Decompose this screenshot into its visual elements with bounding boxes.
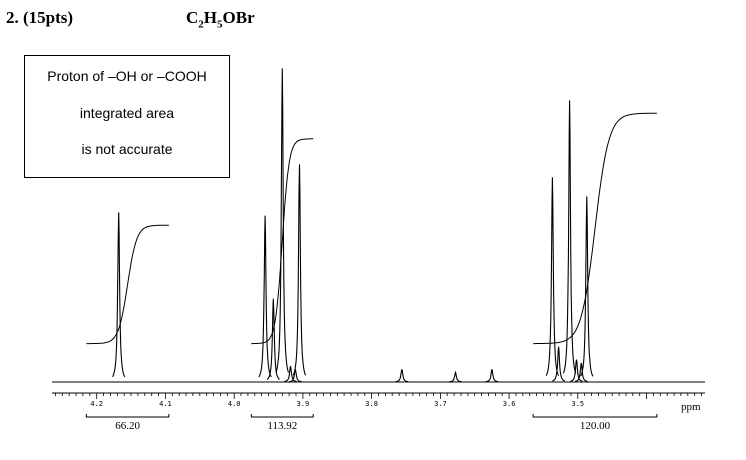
integral-curve-1	[86, 224, 169, 345]
spectrum-peaks	[112, 68, 594, 383]
integral-value-1: 66.20	[115, 420, 140, 432]
integral-curve-2	[251, 138, 314, 345]
molecular-formula: C2H5OBr	[186, 8, 255, 30]
x-tick-label: 3.7	[434, 400, 447, 408]
integral-bracket-2	[250, 414, 314, 418]
x-axis-unit-label: ppm	[681, 401, 701, 413]
note-box: Proton of –OH or –COOH integrated area i…	[24, 55, 230, 178]
spectrum-peak-12	[552, 346, 565, 382]
note-line-1: Proton of –OH or –COOH	[47, 68, 207, 84]
spectrum-peak-1	[112, 212, 126, 378]
formula-hydrogen: H	[203, 8, 218, 27]
spectrum-peak-15	[574, 362, 588, 382]
spectrum-peak-3	[266, 298, 280, 380]
integral-value-3: 120.00	[580, 420, 611, 432]
integral-value-2: 113.92	[267, 420, 297, 432]
integral-curves	[86, 112, 657, 345]
spectrum-peak-13	[562, 100, 577, 374]
integral-bracket-3	[532, 414, 658, 418]
formula-carbon-count: 2	[198, 18, 204, 31]
integral-brackets: 66.20 113.92 120.00	[85, 414, 658, 432]
spectrum-peak-16	[580, 196, 594, 377]
x-tick-label: 4.1	[159, 400, 172, 408]
x-tick-label: 3.9	[297, 400, 310, 408]
x-tick-label: 4.0	[228, 400, 241, 408]
spectrum-peak-8	[395, 369, 409, 383]
x-tick-label: 3.5	[571, 400, 584, 408]
spectrum-peak-9	[449, 370, 462, 383]
x-tick-label: 4.2	[90, 400, 103, 408]
integral-curve-3	[533, 112, 657, 345]
note-line-3: is not accurate	[81, 141, 173, 157]
spectrum-peak-14	[570, 359, 583, 382]
spectrum-peak-7	[292, 164, 307, 376]
spectrum-peak-5	[284, 365, 297, 383]
spectrum-peak-4	[275, 68, 290, 373]
spectrum-peak-2	[258, 215, 272, 378]
formula-carbon: C	[186, 8, 199, 27]
question-number: 2. (15pts)	[6, 8, 74, 27]
spectrum-peak-10	[485, 369, 499, 383]
formula-hydrogen-count: 5	[217, 18, 223, 31]
integral-bracket-1	[85, 414, 170, 418]
note-line-2: integrated area	[79, 105, 175, 121]
formula-rest: OBr	[222, 8, 255, 27]
x-tick-label: 3.8	[365, 400, 378, 408]
spectrum-peak-11	[545, 177, 560, 376]
x-axis: 4.2 4.1 4.0 3.9 3.8 3.7 3.6 3.5	[52, 392, 705, 408]
x-tick-label: 3.6	[503, 400, 516, 408]
